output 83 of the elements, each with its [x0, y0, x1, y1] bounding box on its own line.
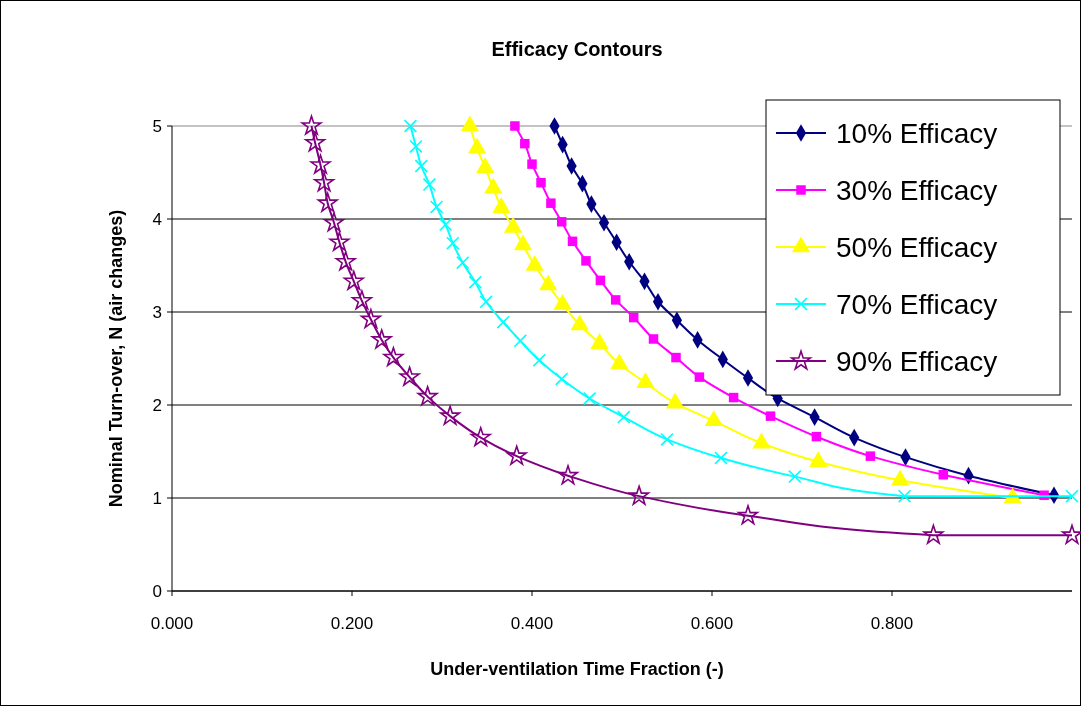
point	[470, 426, 491, 447]
point	[714, 451, 728, 465]
legend-label: 90% Efficacy	[836, 345, 998, 377]
point	[351, 290, 373, 310]
point	[897, 489, 912, 503]
point	[520, 138, 530, 149]
point	[582, 391, 597, 406]
point	[811, 431, 822, 442]
point	[301, 115, 322, 135]
point	[704, 410, 723, 427]
point	[1065, 489, 1079, 503]
point	[554, 372, 569, 386]
point	[938, 470, 949, 480]
y-tick-label: 2	[152, 395, 162, 415]
point	[610, 295, 621, 305]
point	[439, 405, 461, 425]
point	[329, 231, 350, 251]
point	[1061, 524, 1081, 544]
legend-label: 50% Efficacy	[836, 231, 998, 263]
point	[360, 308, 382, 329]
point	[335, 251, 356, 271]
point	[567, 236, 578, 247]
point	[532, 353, 546, 368]
point	[581, 256, 591, 266]
point	[556, 217, 567, 227]
point	[510, 121, 520, 131]
point	[506, 445, 527, 465]
point	[455, 255, 470, 270]
x-tick-label: 0.000	[150, 614, 194, 633]
point	[468, 275, 483, 289]
point	[313, 172, 335, 192]
legend-label: 30% Efficacy	[836, 174, 998, 206]
y-tick-label: 1	[152, 488, 162, 508]
y-tick-label: 3	[152, 302, 162, 322]
point	[527, 159, 537, 169]
x-axis-title: Under-ventilation Time Fraction (-)	[430, 659, 724, 679]
y-tick-label: 0	[152, 581, 162, 601]
point	[923, 524, 944, 544]
point	[438, 217, 453, 232]
x-tick-label: 0.200	[330, 614, 374, 633]
point	[546, 198, 556, 208]
point	[694, 372, 705, 382]
point	[343, 270, 364, 291]
point	[595, 275, 606, 286]
point	[557, 465, 579, 485]
point	[403, 119, 418, 133]
point	[628, 485, 650, 505]
point	[617, 410, 631, 424]
point	[865, 451, 876, 461]
point	[660, 432, 674, 447]
point	[536, 177, 546, 188]
point	[728, 392, 739, 403]
y-tick-label: 4	[152, 209, 162, 229]
point	[399, 366, 420, 386]
point	[446, 236, 460, 250]
x-tick-label: 0.800	[870, 614, 914, 633]
legend-label: 70% Efficacy	[836, 288, 998, 320]
point	[628, 312, 639, 323]
point	[788, 469, 802, 484]
y-axis-title: Nominal Turn-over, N (air changes)	[106, 209, 126, 508]
point	[496, 315, 510, 329]
point	[429, 200, 444, 214]
point	[671, 352, 681, 363]
point	[383, 346, 404, 367]
point	[304, 132, 326, 152]
chart-title: Efficacy Contours	[491, 38, 663, 60]
point	[479, 295, 493, 309]
y-tick-label: 5	[152, 116, 162, 136]
point	[422, 177, 437, 192]
point	[765, 411, 776, 421]
point	[371, 329, 392, 349]
point	[414, 159, 429, 173]
point	[310, 154, 331, 174]
legend-label: 10% Efficacy	[836, 117, 998, 149]
point	[409, 139, 423, 154]
point	[648, 334, 659, 344]
point	[737, 505, 759, 525]
point	[417, 386, 438, 406]
point	[317, 192, 338, 212]
x-tick-label: 0.400	[510, 614, 554, 633]
x-tick-label: 0.600	[690, 614, 734, 633]
point	[513, 334, 528, 348]
point	[323, 212, 345, 232]
